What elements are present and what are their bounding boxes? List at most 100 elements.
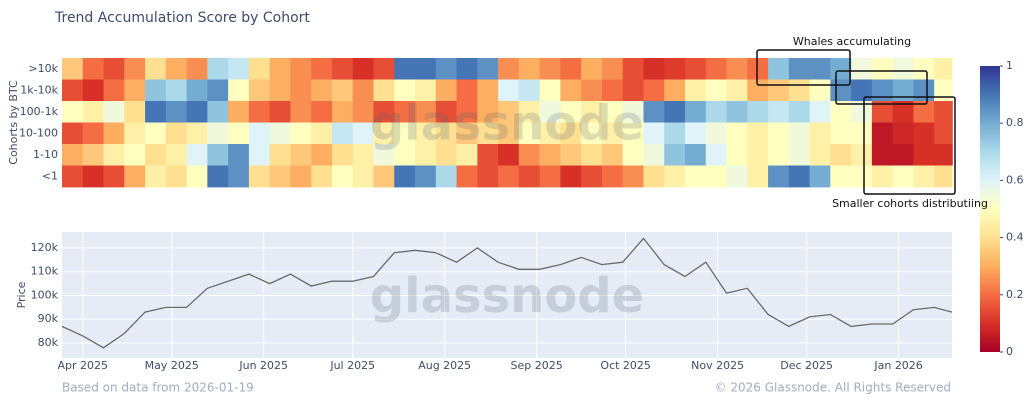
annotation-box <box>863 96 956 195</box>
heat-cell <box>62 79 84 102</box>
heat-cell <box>809 79 831 102</box>
heat-cell <box>124 79 146 102</box>
x-tick-label: Jan 2026 <box>873 359 922 372</box>
heat-cell <box>415 122 437 145</box>
heat-cell <box>913 101 935 123</box>
heat-cell <box>456 165 478 188</box>
y-tick-label: 90k <box>38 312 59 325</box>
heat-cell <box>124 122 146 145</box>
heat-cell <box>435 101 458 123</box>
heat-cell <box>415 101 437 123</box>
heat-cell <box>560 144 582 166</box>
heat-cell <box>82 144 105 166</box>
heat-cell <box>518 101 541 123</box>
heat-cell <box>498 58 520 80</box>
heat-cell <box>124 58 146 80</box>
heat-cell <box>871 144 894 166</box>
heat-cell <box>373 165 395 188</box>
heat-cell <box>373 79 395 102</box>
heat-cell <box>643 165 665 188</box>
heat-cell <box>747 58 769 80</box>
heat-cell <box>539 144 561 166</box>
heat-cell <box>518 122 541 145</box>
heat-cell <box>851 101 873 123</box>
copyright: © 2026 Glassnode. All Rights Reserved <box>715 381 951 395</box>
heat-cell <box>207 144 229 166</box>
heat-cell <box>82 58 105 80</box>
heat-cell <box>705 144 728 166</box>
heat-cell <box>581 165 603 188</box>
heat-cell <box>311 101 333 123</box>
heat-cell <box>186 144 208 166</box>
y-tick-label: 80k <box>38 336 59 349</box>
heat-cell <box>62 122 84 145</box>
heat-cell <box>145 144 167 166</box>
heat-cell <box>311 79 333 102</box>
heat-cell <box>165 122 188 145</box>
heat-cell <box>539 58 561 80</box>
heat-cell <box>352 144 375 166</box>
heat-cell <box>788 122 811 145</box>
heat-cell <box>290 58 312 80</box>
heat-cell <box>560 122 582 145</box>
heat-cell <box>664 144 686 166</box>
heat-cell <box>228 79 250 102</box>
heat-cell <box>768 101 790 123</box>
heat-cell <box>539 122 561 145</box>
heat-cell <box>331 144 354 166</box>
heat-cell <box>498 144 520 166</box>
heat-cell <box>62 165 84 188</box>
heat-cell <box>373 144 395 166</box>
heat-cell <box>601 165 624 188</box>
x-tick-label: Oct 2025 <box>600 359 651 372</box>
heat-cell <box>311 58 333 80</box>
heat-cell <box>145 101 167 123</box>
heat-cell <box>477 58 499 80</box>
heat-cell <box>830 122 852 145</box>
heat-cell <box>788 58 811 80</box>
heat-cell <box>248 165 271 188</box>
annotation-box <box>756 49 851 86</box>
heat-cell <box>788 79 811 102</box>
heat-cell <box>934 165 953 188</box>
heat-cell <box>788 144 811 166</box>
row-label: 10-100 <box>19 126 58 139</box>
heat-cell <box>228 144 250 166</box>
heat-cell <box>851 144 873 166</box>
heat-cell <box>622 58 645 80</box>
heat-cell <box>560 165 582 188</box>
heat-cell <box>705 58 728 80</box>
heat-cell <box>82 122 105 145</box>
heat-cell <box>830 165 852 188</box>
heat-cell <box>913 144 935 166</box>
heat-cell <box>581 101 603 123</box>
heat-cell <box>892 101 915 123</box>
heat-cell <box>165 101 188 123</box>
y-axis-title: Price <box>15 281 28 308</box>
heat-cell <box>124 144 146 166</box>
heat-cell <box>518 144 541 166</box>
heat-cell <box>726 58 748 80</box>
heat-cell <box>685 79 707 102</box>
heat-cell <box>871 122 894 145</box>
heat-cell <box>913 58 935 80</box>
heat-cell <box>664 101 686 123</box>
heat-cell <box>664 122 686 145</box>
heat-cell <box>643 79 665 102</box>
heat-cell <box>103 122 125 145</box>
heat-cell <box>622 144 645 166</box>
heat-cell <box>747 101 769 123</box>
heat-cell <box>768 144 790 166</box>
heat-cell <box>145 165 167 188</box>
heat-cell <box>913 165 935 188</box>
heat-cell <box>601 122 624 145</box>
heat-cell <box>186 79 208 102</box>
heat-cell <box>705 122 728 145</box>
colorbar-label: 0.4 <box>1006 231 1024 244</box>
x-tick-label: Nov 2025 <box>691 359 744 372</box>
heat-cell <box>186 122 208 145</box>
heat-cell <box>726 79 748 102</box>
heat-cell <box>913 122 935 145</box>
heat-cell <box>643 58 665 80</box>
heat-cell <box>809 165 831 188</box>
